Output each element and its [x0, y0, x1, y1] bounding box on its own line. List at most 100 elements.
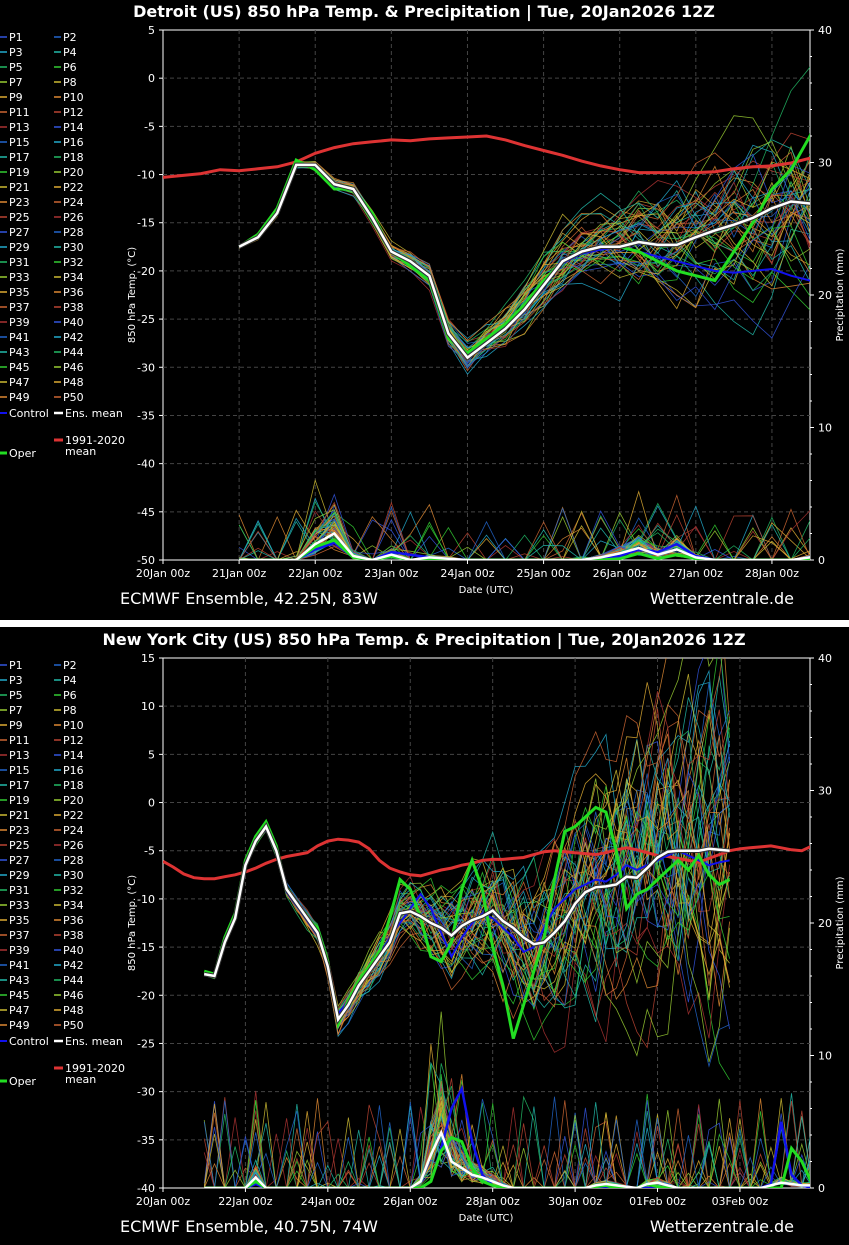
legend-member-label: P7 — [9, 704, 23, 717]
member-temp-line — [204, 681, 730, 1038]
legend-member-label: P2 — [63, 31, 77, 44]
legend-member-label: P10 — [63, 719, 84, 732]
legend-member-label: P36 — [63, 286, 84, 299]
legend-member-label: P50 — [63, 1019, 84, 1032]
legend-member-label: P43 — [9, 346, 30, 359]
x-tick-label: 01Feb 00z — [629, 1195, 686, 1208]
legend-member-label: P20 — [63, 166, 84, 179]
y2-tick-label: 0 — [818, 1182, 825, 1195]
legend-member-label: P37 — [9, 929, 30, 942]
member-precip-line — [239, 511, 810, 560]
legend-member-label: P6 — [63, 689, 77, 702]
member-precip-line — [204, 1074, 810, 1188]
legend-member-label: P46 — [63, 361, 84, 374]
legend-member-label: P31 — [9, 884, 30, 897]
member-precip-line — [239, 511, 810, 560]
member-precip-line — [239, 520, 810, 560]
y-tick-label: -35 — [137, 409, 155, 422]
legend-member-label: P18 — [63, 779, 84, 792]
legend-member-label: P42 — [63, 959, 84, 972]
legend-member-label: P25 — [9, 839, 30, 852]
member-precip-line — [204, 1105, 810, 1188]
legend-member-label: P15 — [9, 136, 30, 149]
legend-member-label: P11 — [9, 734, 30, 747]
member-precip-line — [239, 509, 810, 560]
legend-control-label: Control — [9, 407, 49, 420]
legend-member-label: P14 — [63, 121, 84, 134]
member-precip-line — [239, 503, 810, 560]
legend-member-label: P29 — [9, 241, 30, 254]
member-temp-line — [238, 163, 810, 360]
legend-member-label: P13 — [9, 749, 30, 762]
member-precip-line — [239, 519, 810, 560]
legend-member-label: P5 — [9, 61, 23, 74]
legend-member-label: P32 — [63, 256, 84, 269]
legend-member-label: P3 — [9, 674, 23, 687]
legend-member-label: P23 — [9, 824, 30, 837]
legend-member-label: P24 — [63, 824, 84, 837]
y2-tick-label: 20 — [818, 289, 832, 302]
legend-member-label: P17 — [9, 151, 30, 164]
legend-member-label: P17 — [9, 779, 30, 792]
legend-member-label: P7 — [9, 76, 23, 89]
legend-member-label: P14 — [63, 749, 84, 762]
legend-member-label: P49 — [9, 1019, 30, 1032]
x-tick-label: 24Jan 00z — [440, 567, 494, 580]
legend-member-label: P24 — [63, 196, 84, 209]
x-axis-label: Date (UTC) — [459, 585, 514, 596]
member-temp-line — [238, 160, 810, 355]
legend-member-label: P40 — [63, 316, 84, 329]
y-tick-label: 5 — [148, 748, 155, 761]
chart-title: New York City (US) 850 hPa Temp. & Preci… — [102, 630, 745, 650]
y-tick-label: -5 — [144, 845, 155, 858]
legend-member-label: P39 — [9, 944, 30, 957]
legend-member-label: P1 — [9, 31, 23, 44]
legend-member-label: P45 — [9, 989, 30, 1002]
x-tick-label: 23Jan 00z — [364, 567, 418, 580]
legend-member-label: P4 — [63, 674, 77, 687]
member-temp-line — [238, 163, 810, 352]
legend-member-label: P16 — [63, 136, 84, 149]
legend-member-label: P46 — [63, 989, 84, 1002]
y-tick-label: -20 — [137, 989, 155, 1002]
x-tick-label: 28Jan 00z — [745, 567, 799, 580]
legend-member-label: P28 — [63, 226, 84, 239]
legend-member-label: P13 — [9, 121, 30, 134]
oper-precip-line — [239, 538, 810, 560]
legend-member-label: P15 — [9, 764, 30, 777]
y-tick-label: -25 — [137, 313, 155, 326]
legend-oper-label: Oper — [9, 1075, 36, 1088]
plot-frame — [162, 657, 811, 1189]
legend-member-label: P21 — [9, 181, 30, 194]
panel-divider — [0, 620, 849, 627]
legend-oper-label: Oper — [9, 447, 36, 460]
member-precip-line — [204, 1098, 810, 1188]
legend-climate-label-1: 1991-2020 — [65, 1062, 125, 1075]
climate-mean-line — [163, 134, 810, 179]
x-tick-label: 21Jan 00z — [212, 567, 266, 580]
y2-tick-label: 0 — [818, 554, 825, 567]
y2-tick-label: 40 — [818, 652, 832, 665]
legend-member-label: P35 — [9, 914, 30, 927]
legend-member-label: P30 — [63, 869, 84, 882]
chart-title: Detroit (US) 850 hPa Temp. & Precipitati… — [133, 2, 715, 22]
legend-member-label: P34 — [63, 899, 84, 912]
legend-member-label: P5 — [9, 689, 23, 702]
y-tick-label: 0 — [148, 797, 155, 810]
y-tick-label: -15 — [137, 941, 155, 954]
legend-member-label: P25 — [9, 211, 30, 224]
legend-member-label: P8 — [63, 704, 77, 717]
y-tick-label: -10 — [137, 169, 155, 182]
x-tick-label: 26Jan 00z — [383, 1195, 437, 1208]
legend-member-label: P49 — [9, 391, 30, 404]
legend-ens-mean-label: Ens. mean — [65, 407, 123, 420]
footer-website: Wetterzentrale.de — [650, 1217, 794, 1236]
y-tick-label: -10 — [137, 893, 155, 906]
y2-tick-label: 40 — [818, 24, 832, 37]
legend-member-label: P9 — [9, 91, 23, 104]
member-precip-line — [204, 1104, 810, 1188]
y-tick-label: -30 — [137, 1086, 155, 1099]
legend-member-label: P19 — [9, 166, 30, 179]
legend-member-label: P40 — [63, 944, 84, 957]
legend-member-label: P22 — [63, 809, 84, 822]
